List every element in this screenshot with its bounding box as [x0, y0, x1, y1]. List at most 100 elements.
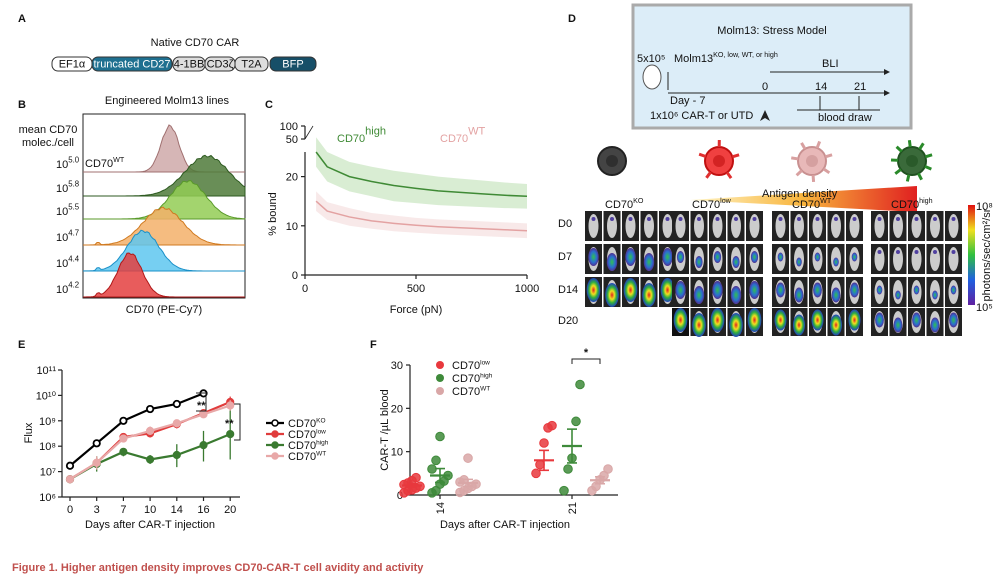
mouse-body — [911, 247, 922, 271]
data-point — [92, 439, 101, 448]
y-axis-label: % bound — [267, 192, 279, 235]
bli-signal — [752, 217, 757, 221]
bli-signal — [730, 286, 742, 304]
cell-nucleus — [806, 155, 818, 167]
legend-entry-sup: WT — [316, 450, 326, 457]
legend-entry-base: CD70 — [440, 133, 468, 145]
bracket — [571, 358, 601, 364]
data-point — [571, 416, 581, 427]
bli-signal — [625, 248, 636, 266]
bli-signal — [797, 217, 801, 221]
mouse-body — [662, 214, 673, 238]
x-tick-label: 500 — [407, 283, 425, 295]
gradient-label: Antigen density — [762, 188, 838, 200]
construct-segment — [269, 56, 317, 72]
cd70-level: 104.4 — [56, 255, 80, 270]
cell-line-sup: KO, low, WT, or high — [713, 51, 778, 59]
y-axis-label: CAR-T /µL blood — [379, 389, 391, 471]
legend-entry: CD70high — [452, 372, 493, 385]
bli-signal — [913, 285, 920, 295]
y-tick-label: 10¹¹ — [36, 365, 56, 377]
schema-box — [631, 3, 913, 130]
data-line — [315, 151, 528, 198]
bli-signal — [930, 317, 940, 333]
bli-signal — [895, 290, 901, 300]
data-point — [563, 464, 573, 474]
y-axis-label: Flux — [23, 422, 35, 443]
legend-entry-base: CD70 — [288, 429, 316, 441]
group-label: CD70high — [891, 197, 933, 211]
x-tick-label: 3 — [94, 504, 100, 516]
bli-signal — [695, 256, 703, 268]
legend-entry: CD70high — [288, 439, 329, 452]
cell-nucleus — [713, 155, 725, 167]
data-line — [315, 200, 528, 232]
panel-letter: C — [265, 99, 273, 111]
day-label: D14 — [558, 284, 578, 296]
bli-signal — [774, 309, 787, 331]
colorbar-bottom: 10⁵ — [976, 302, 993, 314]
bli-signal — [628, 217, 633, 221]
bli-signal — [813, 282, 822, 298]
bli-signal — [675, 281, 686, 299]
legend-marker — [271, 452, 279, 460]
bli-signal — [914, 217, 919, 221]
data-point — [65, 475, 75, 484]
cd70-level-sup: 5.5 — [68, 203, 80, 212]
bli-signal — [662, 248, 673, 266]
x-axis-label: Days after CAR-T injection — [440, 519, 570, 531]
panel-letter: D — [568, 13, 576, 25]
construct-label: truncated CD27 — [93, 59, 170, 71]
construct-label: EF1α — [59, 59, 86, 71]
group-label-base: CD70 — [692, 199, 720, 211]
bli-signal — [912, 312, 921, 328]
cd70-level-sup: 5.0 — [68, 156, 80, 165]
legend-entry-base: CD70 — [337, 133, 365, 145]
mouse-body — [775, 214, 786, 238]
group-label-sup: high — [919, 197, 933, 205]
bli-signal — [851, 252, 858, 262]
data-point — [92, 458, 101, 468]
antigen — [815, 140, 822, 149]
bli-signal — [814, 252, 821, 262]
data-point — [539, 438, 549, 448]
day-label: D0 — [558, 218, 572, 230]
data-point — [172, 419, 181, 428]
legend-marker — [271, 419, 279, 427]
antigen — [791, 156, 799, 161]
mouse-body — [812, 214, 823, 238]
significance: ** — [197, 400, 206, 412]
legend-entry-sup: high — [365, 125, 386, 137]
y-tick-label: 10¹⁰ — [36, 390, 57, 402]
antigen — [698, 152, 707, 158]
histogram-frame — [82, 113, 246, 299]
bli-signal — [710, 308, 725, 332]
bli-signal — [605, 283, 619, 307]
bli-signal — [896, 250, 900, 254]
x-tick-label: 7 — [120, 504, 126, 516]
bli-signal — [729, 313, 743, 337]
bli-signal — [834, 217, 838, 221]
mouse-body — [607, 214, 617, 238]
bli-signal — [793, 314, 805, 336]
data-point — [559, 485, 569, 496]
significance: ** — [225, 418, 234, 430]
x-tick-label: 10 — [144, 504, 156, 516]
panel-b-title: Engineered Molm13 lines — [105, 95, 230, 107]
cd70-level-sup: 5.8 — [68, 180, 79, 189]
legend-entry-base: CD70 — [288, 418, 316, 430]
bli-signal — [831, 287, 841, 303]
cart-label: 1x10⁶ CAR-T or UTD — [650, 110, 753, 122]
bli-signal — [811, 309, 824, 331]
panel-letter: E — [18, 339, 25, 351]
bli-signal — [610, 217, 614, 221]
bli-signal — [749, 281, 760, 299]
construct-title: Native CD70 CAR — [151, 37, 240, 49]
group-label-base: CD70 — [792, 199, 820, 211]
x-axis-label: Force (pN) — [390, 304, 443, 316]
data-point — [547, 420, 557, 431]
confidence-band — [316, 191, 527, 239]
legend-entry: CD70high — [337, 125, 386, 145]
panel-letter: A — [18, 13, 26, 25]
